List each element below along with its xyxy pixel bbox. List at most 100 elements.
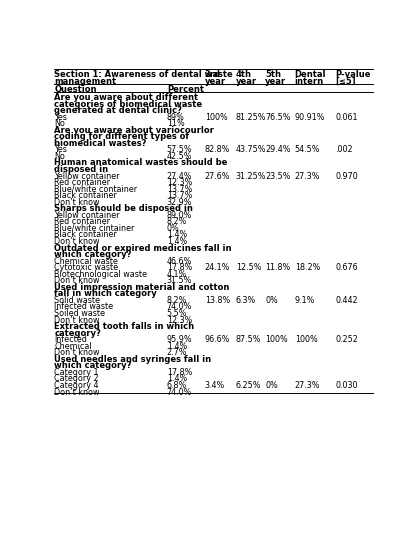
Text: 5th: 5th xyxy=(265,70,281,79)
Text: which category?: which category? xyxy=(55,250,132,259)
Text: 90.91%: 90.91% xyxy=(295,113,325,121)
Text: Cytotoxic waste: Cytotoxic waste xyxy=(55,263,118,272)
Text: Black container: Black container xyxy=(55,191,117,200)
Text: No: No xyxy=(55,119,65,128)
Text: 2.7%: 2.7% xyxy=(167,348,187,357)
Text: 100%: 100% xyxy=(205,113,228,121)
Text: which category?: which category? xyxy=(55,361,132,370)
Text: Category 1: Category 1 xyxy=(55,368,99,377)
Text: Don’t know: Don’t know xyxy=(55,198,100,207)
Text: Are you aware about different: Are you aware about different xyxy=(55,93,198,102)
Text: Blue/white container: Blue/white container xyxy=(55,185,138,194)
Text: 5.5%: 5.5% xyxy=(167,309,187,318)
Text: Sharps should be disposed in: Sharps should be disposed in xyxy=(55,204,193,213)
Text: 31.5%: 31.5% xyxy=(167,276,192,285)
Text: Section 1: Awareness of dental waste: Section 1: Awareness of dental waste xyxy=(55,70,233,79)
Text: Yellow container: Yellow container xyxy=(55,211,120,220)
Text: 6.8%: 6.8% xyxy=(167,381,187,390)
Text: Don’t know: Don’t know xyxy=(55,237,100,246)
Text: 1.4%: 1.4% xyxy=(167,342,187,351)
Text: 43.75%: 43.75% xyxy=(236,145,266,154)
Text: category?: category? xyxy=(55,329,101,338)
Text: intern: intern xyxy=(295,77,324,86)
Text: Category 4: Category 4 xyxy=(55,381,99,390)
Text: 3.4%: 3.4% xyxy=(205,381,225,390)
Text: 17.8%: 17.8% xyxy=(167,263,192,272)
Text: 1.4%: 1.4% xyxy=(167,231,187,240)
Text: 95.9%: 95.9% xyxy=(167,335,193,344)
Text: 27.3%: 27.3% xyxy=(295,172,320,180)
Text: 74.0%: 74.0% xyxy=(167,388,192,397)
Text: 27.4%: 27.4% xyxy=(167,172,192,180)
Text: 0%: 0% xyxy=(265,296,278,305)
Text: Don’t know: Don’t know xyxy=(55,316,100,325)
Text: 76.5%: 76.5% xyxy=(265,113,291,121)
Text: year: year xyxy=(236,77,257,86)
Text: 87.5%: 87.5% xyxy=(236,335,261,344)
Text: 31.25%: 31.25% xyxy=(236,172,266,180)
Text: 11.8%: 11.8% xyxy=(265,263,291,272)
Text: 13.7%: 13.7% xyxy=(167,191,192,200)
Text: .002: .002 xyxy=(335,145,353,154)
Text: Yellow container: Yellow container xyxy=(55,172,120,180)
Text: Black container: Black container xyxy=(55,231,117,240)
Text: management: management xyxy=(55,77,117,86)
Text: Question: Question xyxy=(55,85,97,94)
Text: Yes: Yes xyxy=(55,113,67,121)
Text: 8.2%: 8.2% xyxy=(167,217,187,226)
Text: categories of biomedical waste: categories of biomedical waste xyxy=(55,100,203,109)
Text: Used impression material and cotton: Used impression material and cotton xyxy=(55,283,230,292)
Text: 18.2%: 18.2% xyxy=(295,263,320,272)
Text: 4.1%: 4.1% xyxy=(167,270,187,278)
Text: Chemical waste: Chemical waste xyxy=(55,257,118,266)
Text: Soiled waste: Soiled waste xyxy=(55,309,106,318)
Text: Dental: Dental xyxy=(295,70,326,79)
Text: Don’t know: Don’t know xyxy=(55,388,100,397)
Text: Used needles and syringes fall in: Used needles and syringes fall in xyxy=(55,355,211,364)
Text: No: No xyxy=(55,152,65,161)
Text: 27.3%: 27.3% xyxy=(295,381,320,390)
Text: 27.6%: 27.6% xyxy=(205,172,230,180)
Text: 74.0%: 74.0% xyxy=(167,302,192,311)
Text: Red container: Red container xyxy=(55,217,111,226)
Text: disposed in: disposed in xyxy=(55,165,108,174)
Text: 24.1%: 24.1% xyxy=(205,263,230,272)
Text: Chemical: Chemical xyxy=(55,342,92,351)
Text: 9.1%: 9.1% xyxy=(295,296,315,305)
Text: 42.5%: 42.5% xyxy=(167,152,192,161)
Text: Infected: Infected xyxy=(55,335,87,344)
Text: 89.0%: 89.0% xyxy=(167,211,192,220)
Text: [≤5]: [≤5] xyxy=(335,77,356,86)
Text: 0.061: 0.061 xyxy=(335,113,357,121)
Text: 11%: 11% xyxy=(167,119,185,128)
Text: Percent: Percent xyxy=(167,85,204,94)
Text: 12.5%: 12.5% xyxy=(236,263,261,272)
Text: P-value: P-value xyxy=(335,70,370,79)
Text: year: year xyxy=(205,77,226,86)
Text: 54.5%: 54.5% xyxy=(295,145,320,154)
Text: 12.3%: 12.3% xyxy=(167,178,192,187)
Text: 17.8%: 17.8% xyxy=(167,368,192,377)
Text: Infected waste: Infected waste xyxy=(55,302,113,311)
Text: Blue/white cintainer: Blue/white cintainer xyxy=(55,224,135,233)
Text: 0.442: 0.442 xyxy=(335,296,358,305)
Text: 0%: 0% xyxy=(167,224,180,233)
Text: 0.676: 0.676 xyxy=(335,263,358,272)
Text: Human anatomical wastes should be: Human anatomical wastes should be xyxy=(55,159,228,168)
Text: 0.030: 0.030 xyxy=(335,381,357,390)
Text: year: year xyxy=(265,77,286,86)
Text: 57.5%: 57.5% xyxy=(167,145,193,154)
Text: 13.7%: 13.7% xyxy=(167,185,192,194)
Text: Biotechnological waste: Biotechnological waste xyxy=(55,270,148,278)
Text: 81.25%: 81.25% xyxy=(236,113,266,121)
Text: 100%: 100% xyxy=(265,335,288,344)
Text: 3rd: 3rd xyxy=(205,70,221,79)
Text: 4th: 4th xyxy=(236,70,252,79)
Text: 8.2%: 8.2% xyxy=(167,296,187,305)
Text: Red container: Red container xyxy=(55,178,111,187)
Text: fall in which category: fall in which category xyxy=(55,290,157,299)
Text: Don’t know: Don’t know xyxy=(55,348,100,357)
Text: 82.8%: 82.8% xyxy=(205,145,230,154)
Text: Are you aware about variocourlor: Are you aware about variocourlor xyxy=(55,126,214,135)
Text: 13.8%: 13.8% xyxy=(205,296,230,305)
